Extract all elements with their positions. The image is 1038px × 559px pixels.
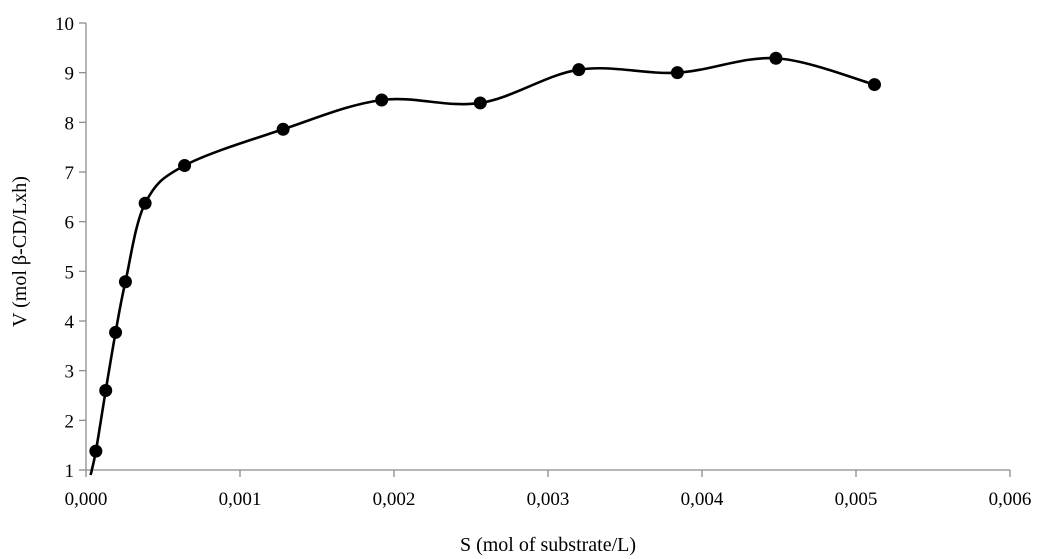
data-point	[89, 444, 103, 458]
x-tick-label: 0,006	[989, 489, 1032, 510]
y-tick-label: 10	[55, 14, 74, 35]
data-point	[138, 196, 152, 210]
x-tick-label: 0,001	[219, 489, 262, 510]
data-point	[118, 275, 132, 289]
y-tick-label: 5	[65, 262, 75, 283]
y-tick-label: 2	[65, 411, 75, 432]
y-axis-title: V (mol β-CD/Lxh)	[9, 176, 31, 327]
x-tick-label: 0,004	[681, 489, 724, 510]
data-point	[769, 51, 783, 65]
data-point	[375, 93, 389, 107]
data-point	[670, 66, 684, 80]
y-tick-label: 8	[65, 113, 75, 134]
data-point	[99, 384, 113, 398]
data-point	[109, 325, 123, 339]
x-tick-label: 0,003	[527, 489, 570, 510]
ticks: 1 2 3 4 5 6 7 8 9 10 0,000 0,001 0,002 0,003 0,004 0,00…	[55, 14, 1031, 510]
x-tick-label: 0,005	[835, 489, 878, 510]
y-tick-label: 9	[65, 64, 75, 85]
data-point	[473, 96, 487, 110]
x-axis-title: S (mol of substrate/L)	[460, 534, 636, 556]
y-tick-label: 6	[65, 213, 75, 234]
y-tick-label: 4	[65, 312, 75, 333]
data-point	[867, 78, 881, 92]
data-point	[572, 63, 586, 77]
data-point	[276, 122, 290, 136]
data-points	[89, 51, 881, 458]
y-tick-label: 1	[65, 461, 75, 482]
y-tick-label: 7	[65, 163, 75, 184]
x-tick-label: 0,002	[373, 489, 416, 510]
y-tick-label: 3	[65, 362, 75, 383]
data-point	[178, 159, 192, 173]
x-tick-label: 0,000	[65, 489, 108, 510]
series-curve	[89, 56, 875, 476]
